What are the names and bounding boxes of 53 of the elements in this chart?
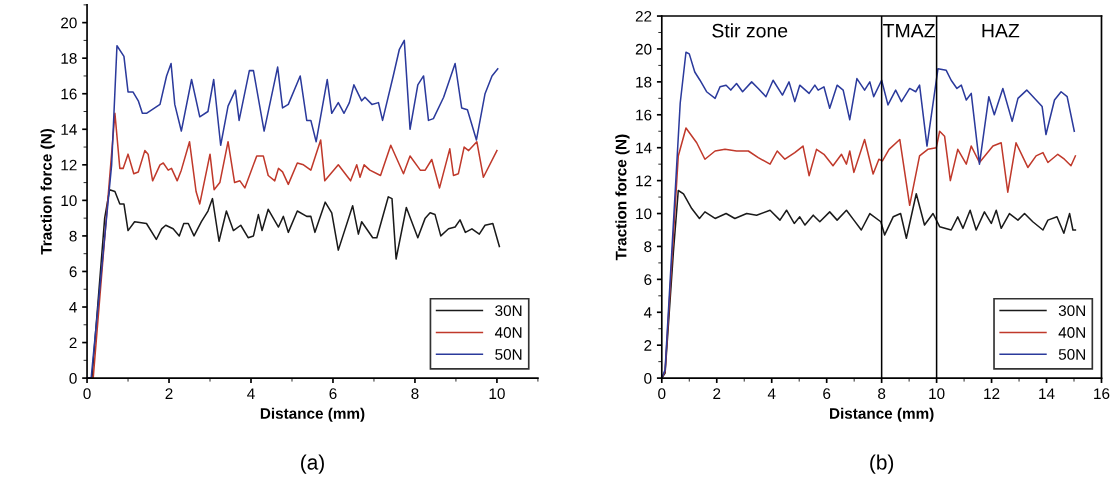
x-tick-label: 10 [489,388,505,400]
annotation: Stir zone [712,23,788,38]
y-tick-label: 6 [69,266,77,278]
y-tick-label: 16 [636,109,652,121]
legend-label: 50N [495,348,522,360]
y-tick-label: 10 [61,195,77,207]
y-axis-title: Traction force (N) [615,134,630,261]
y-tick-label: 18 [636,76,652,88]
x-tick-label: 4 [247,388,255,399]
y-tick-label: 16 [61,88,77,100]
annotation: HAZ [982,23,1020,38]
y-tick-label: 2 [644,340,652,351]
y-tick-label: 4 [643,307,652,318]
y-tick-label: 8 [69,230,77,242]
y-tick-label: 20 [635,43,652,55]
legend-label: 50N [1058,348,1085,360]
y-tick-label: 12 [61,159,77,171]
legend-label: 40N [494,327,522,338]
y-tick-label: 10 [636,208,652,220]
y-tick-label: 2 [69,337,77,349]
y-tick-label: 14 [636,142,652,154]
legend-label: 40N [1058,327,1085,338]
x-tick-label: 14 [1039,388,1055,399]
legend-label: 30N [1058,305,1085,317]
x-axis-title: Distance (mm) [830,407,934,422]
text: (b) [870,454,894,474]
y-tick-label: 14 [61,124,77,135]
y-tick-label: 6 [644,274,652,286]
y-tick-label: 12 [636,175,652,187]
x-tick-label: 16 [1094,388,1110,400]
y-axis-title: Traction force (N) [40,129,55,255]
x-tick-label: 6 [823,388,831,400]
x-tick-label: 0 [658,388,666,400]
x-tick-label: 8 [411,388,419,400]
y-tick-label: 0 [644,372,652,384]
x-tick-label: 6 [329,388,337,400]
legend-label: 30N [495,305,522,317]
x-tick-label: 0 [83,388,91,400]
x-tick-label: 12 [984,388,1000,399]
y-tick-label: 18 [61,53,77,64]
x-tick-label: 2 [713,388,721,399]
x-tick-label: 8 [878,388,886,400]
y-tick-label: 8 [644,241,652,253]
y-tick-label: 22 [635,10,652,22]
y-tick-label: 0 [69,372,77,384]
x-tick-label: 4 [767,388,776,399]
y-tick-label: 4 [69,302,77,313]
x-tick-label: 10 [929,388,945,400]
x-axis-title: Distance (mm) [260,407,365,422]
text: (a) [301,454,324,474]
x-tick-label: 2 [165,388,173,399]
annotation: TMAZ [883,23,935,38]
y-tick-label: 20 [61,17,77,29]
